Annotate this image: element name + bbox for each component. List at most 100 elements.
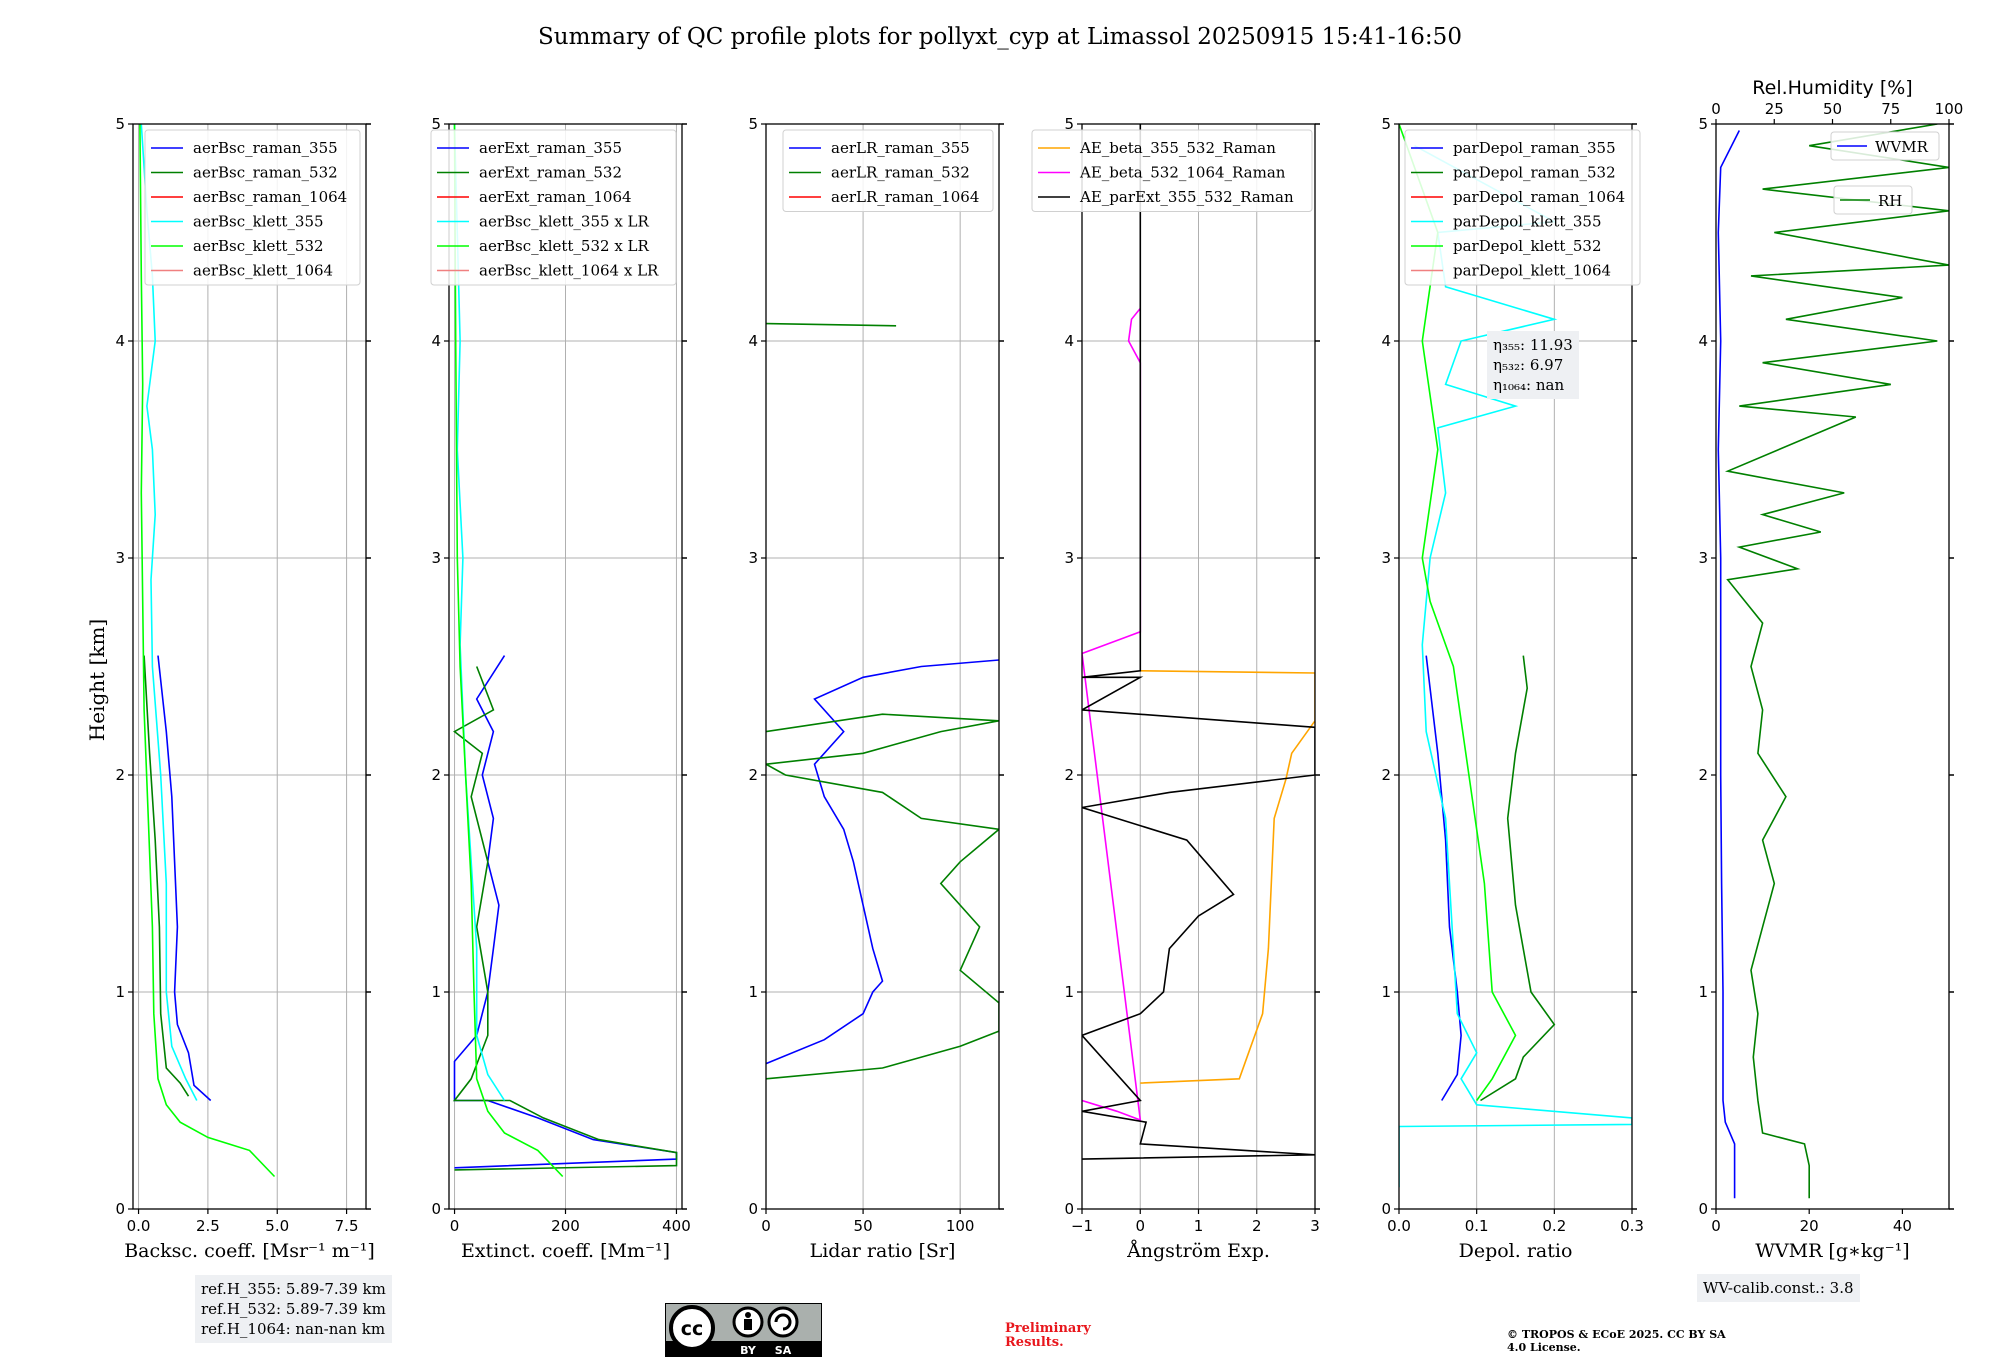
top-x-tick-label: 75 <box>1881 100 1900 118</box>
series-line-aerBsc_raman_355 <box>157 655 212 1102</box>
y-tick-label: 2 <box>1698 766 1708 784</box>
cc-icon-text: cc <box>681 1318 704 1340</box>
axes-frame <box>132 123 367 1210</box>
top-x-tick-label: 25 <box>1765 100 1784 118</box>
legend-box <box>1404 129 1641 286</box>
legend-label-aerExt_raman_355: aerExt_raman_355 <box>479 139 622 157</box>
y-tick-label: 2 <box>1381 766 1391 784</box>
ref-height-532: ref.H_532: 5.89-7.39 km <box>201 1300 386 1318</box>
y-tick-label: 5 <box>1381 115 1391 133</box>
y-tick-label: 5 <box>431 115 441 133</box>
panel-lr: 0 50 100 0 1 2 3 4 5 Lidar ratio [Sr] aerLR_raman_… <box>748 115 1004 1262</box>
x-tick-label: 0 <box>1711 1217 1721 1235</box>
x-tick-label: 40 <box>1893 1217 1912 1235</box>
series-line-parDepol_raman_532 <box>1480 655 1556 1102</box>
panel-ext: 0 200 400 0 1 2 3 4 5 Extinct. coeff. [Mm⁻¹] aerEx… <box>430 115 691 1262</box>
legend-label-aerLR_raman_355: aerLR_raman_355 <box>831 139 970 157</box>
series-line-aerBsc_klett_532 <box>139 124 276 1178</box>
legend-label-aerBsc_raman_355: aerBsc_raman_355 <box>193 139 338 157</box>
legend-label-aerBsc_klett_532: aerBsc_klett_532 <box>193 237 324 255</box>
series-line-parDepol_klett_532 <box>1399 124 1517 1101</box>
y-tick-label: 3 <box>1698 549 1708 567</box>
legend-label-aerExt_raman_1064: aerExt_raman_1064 <box>479 188 632 206</box>
legend-box <box>1830 131 1940 161</box>
x-tick-label: 0 <box>1135 1217 1145 1235</box>
y-tick-label: 4 <box>431 332 441 350</box>
legend-box <box>144 129 361 286</box>
legend-label-aerLR_raman_532: aerLR_raman_532 <box>831 164 970 182</box>
x-tick-label: 200 <box>551 1217 580 1235</box>
x-tick-label: 100 <box>946 1217 975 1235</box>
sa-label: SA <box>775 1344 792 1357</box>
y-axis-label: Height [km] <box>85 619 109 741</box>
top-x-tick-label: 100 <box>1935 100 1964 118</box>
y-tick-label: 0 <box>1698 1200 1708 1218</box>
series-line-parDepol_klett_355 <box>1399 144 1632 1188</box>
y-tick-label: 5 <box>1698 115 1708 133</box>
legend-label-parDepol_raman_1064: parDepol_raman_1064 <box>1453 188 1625 206</box>
axes-frame <box>765 123 1000 1210</box>
top-x-axis-label: Rel.Humidity [%] <box>1752 77 1912 99</box>
eta-355: η₃₅₅: 11.93 <box>1493 336 1573 354</box>
y-tick-label: 1 <box>431 983 441 1001</box>
y-tick-label: 4 <box>1381 332 1391 350</box>
legend-label-parDepol_klett_532: parDepol_klett_532 <box>1453 237 1602 255</box>
y-tick-label: 5 <box>115 115 125 133</box>
series-line-aerBsc_klett_532 x LR <box>453 124 564 1178</box>
cc-license-badge: cc BY SA <box>665 1303 822 1357</box>
legend-label-parDepol_klett_355: parDepol_klett_355 <box>1453 213 1602 231</box>
y-tick-label: 3 <box>115 549 125 567</box>
x-axis-label: Ångström Exp. <box>1126 1240 1270 1262</box>
legend-label-aerBsc_klett_532 x LR: aerBsc_klett_532 x LR <box>479 237 650 255</box>
y-tick-label: 0 <box>1381 1200 1391 1218</box>
y-tick-label: 3 <box>748 549 758 567</box>
y-tick-label: 0 <box>115 1200 125 1218</box>
top-x-tick-label: 50 <box>1823 100 1842 118</box>
y-tick-label: 2 <box>431 766 441 784</box>
y-tick-label: 0 <box>1064 1200 1074 1218</box>
y-tick-label: 2 <box>748 766 758 784</box>
ref-height-355: ref.H_355: 5.89-7.39 km <box>201 1280 386 1298</box>
y-tick-label: 1 <box>1381 983 1391 1001</box>
x-tick-label: 0.0 <box>127 1217 151 1235</box>
x-tick-label: 0 <box>450 1217 460 1235</box>
legend-label-aerBsc_klett_1064: aerBsc_klett_1064 <box>193 262 333 280</box>
legend-label-RH: RH <box>1878 192 1902 210</box>
legend-label-AE_beta_355_532_Raman: AE_beta_355_532_Raman <box>1079 139 1276 157</box>
series-line-aerExt_raman_532 <box>452 666 678 1171</box>
x-tick-label: 0.2 <box>1542 1217 1566 1235</box>
legend-label-AE_beta_532_1064_Raman: AE_beta_532_1064_Raman <box>1079 164 1286 182</box>
legend-label-aerLR_raman_1064: aerLR_raman_1064 <box>831 188 979 206</box>
y-tick-label: 4 <box>1064 332 1074 350</box>
x-tick-label: 5.0 <box>265 1217 289 1235</box>
cc-icon <box>669 1305 715 1351</box>
y-tick-label: 5 <box>748 115 758 133</box>
y-tick-label: 1 <box>1064 983 1074 1001</box>
y-tick-label: 4 <box>748 332 758 350</box>
series-line-aerLR_raman_532 <box>766 713 999 1080</box>
panel-bsc: 0.0 2.5 5.0 7.5 0 1 2 3 4 5 Backsc. coeff. [Msr⁻¹ … <box>115 115 374 1262</box>
legend-label-parDepol_raman_355: parDepol_raman_355 <box>1453 139 1616 157</box>
sa-icon <box>767 1306 799 1338</box>
x-tick-label: −1 <box>1071 1217 1093 1235</box>
by-label: BY <box>740 1344 757 1357</box>
series-line-aerLR_raman_532_upper <box>766 322 897 327</box>
top-x-tick-label: 0 <box>1711 100 1721 118</box>
ref-height-box: ref.H_355: 5.89-7.39 km ref.H_532: 5.89-… <box>195 1275 392 1343</box>
y-tick-label: 0 <box>748 1200 758 1218</box>
y-tick-label: 5 <box>1064 115 1074 133</box>
y-tick-label: 3 <box>1064 549 1074 567</box>
x-tick-label: 20 <box>1800 1217 1819 1235</box>
legend-box <box>1833 185 1913 215</box>
legend-label-WVMR: WVMR <box>1875 138 1929 156</box>
y-tick-label: 1 <box>1698 983 1708 1001</box>
legend-label-aerBsc_klett_1064 x LR: aerBsc_klett_1064 x LR <box>479 262 659 280</box>
y-tick-label: 1 <box>115 983 125 1001</box>
series-line-parDepol_raman_355 <box>1425 655 1462 1101</box>
eta-box: η₃₅₅: 11.93 η₅₃₂: 6.97 η₁₀₆₄: nan <box>1487 331 1579 399</box>
x-tick-label: 400 <box>662 1217 691 1235</box>
legend-label-AE_parExt_355_532_Raman: AE_parExt_355_532_Raman <box>1079 188 1294 206</box>
